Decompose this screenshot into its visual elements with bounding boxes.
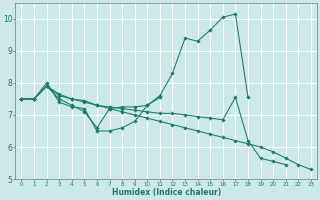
X-axis label: Humidex (Indice chaleur): Humidex (Indice chaleur): [112, 188, 221, 197]
